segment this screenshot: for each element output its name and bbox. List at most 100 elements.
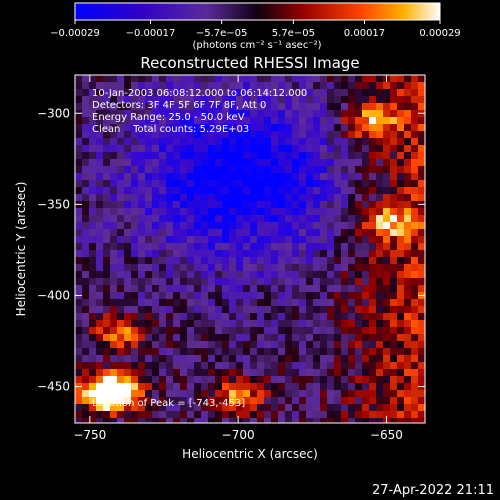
heatmap-cell: [264, 180, 272, 188]
heatmap-cell: [110, 376, 118, 384]
heatmap-cell: [313, 418, 321, 423]
heatmap-cell: [208, 187, 216, 195]
heatmap-cell: [145, 243, 153, 251]
heatmap-cell: [327, 411, 335, 419]
heatmap-cell: [180, 138, 188, 146]
heatmap-cell: [131, 348, 139, 356]
heatmap-cell: [215, 299, 223, 307]
heatmap-cell: [138, 173, 146, 181]
heatmap-cell: [397, 383, 405, 391]
heatmap-cell: [418, 299, 425, 307]
heatmap-cell: [180, 390, 188, 398]
heatmap-cell: [334, 180, 342, 188]
colorbar-tick-label: 5.7e−05: [272, 28, 315, 39]
heatmap-cell: [278, 215, 286, 223]
heatmap-cell: [348, 194, 356, 202]
heatmap-cell: [376, 404, 384, 412]
heatmap-cell: [383, 264, 391, 272]
heatmap-cell: [299, 215, 307, 223]
heatmap-cell: [187, 208, 195, 216]
heatmap-cell: [306, 418, 314, 423]
heatmap-cell: [397, 362, 405, 370]
heatmap-cell: [334, 138, 342, 146]
heatmap-cell: [222, 166, 230, 174]
heatmap-cell: [404, 229, 412, 237]
heatmap-cell: [82, 404, 90, 412]
heatmap-cell: [180, 306, 188, 314]
heatmap-cell: [250, 180, 258, 188]
heatmap-cell: [89, 180, 97, 188]
heatmap-cell: [411, 194, 419, 202]
heatmap-cell: [138, 89, 146, 97]
heatmap-cell: [180, 124, 188, 132]
heatmap-cell: [243, 222, 251, 230]
heatmap-cell: [376, 348, 384, 356]
heatmap-cell: [355, 383, 363, 391]
heatmap-cell: [355, 390, 363, 398]
heatmap-cell: [89, 320, 97, 328]
heatmap-cell: [264, 341, 272, 349]
heatmap-cell: [369, 229, 377, 237]
heatmap-cell: [208, 208, 216, 216]
heatmap-cell: [131, 292, 139, 300]
heatmap-cell: [362, 222, 370, 230]
heatmap-cell: [124, 418, 132, 423]
heatmap-cell: [180, 348, 188, 356]
heatmap-cell: [411, 271, 419, 279]
heatmap-cell: [103, 75, 111, 83]
heatmap-cell: [145, 131, 153, 139]
heatmap-cell: [348, 327, 356, 335]
heatmap-cell: [82, 278, 90, 286]
heatmap-cell: [131, 89, 139, 97]
heatmap-cell: [411, 383, 419, 391]
heatmap-cell: [397, 145, 405, 153]
heatmap-cell: [355, 187, 363, 195]
heatmap-cell: [264, 82, 272, 90]
heatmap-cell: [229, 292, 237, 300]
heatmap-cell: [271, 215, 279, 223]
heatmap-cell: [348, 250, 356, 258]
heatmap-cell: [299, 243, 307, 251]
heatmap-cell: [341, 250, 349, 258]
heatmap-cell: [187, 96, 195, 104]
heatmap-cell: [208, 222, 216, 230]
heatmap-cell: [145, 194, 153, 202]
heatmap-cell: [278, 103, 286, 111]
heatmap-cell: [334, 327, 342, 335]
heatmap-cell: [201, 271, 209, 279]
heatmap-cell: [369, 264, 377, 272]
heatmap-cell: [222, 117, 230, 125]
heatmap-cell: [89, 103, 97, 111]
heatmap-cell: [383, 250, 391, 258]
heatmap-cell: [257, 341, 265, 349]
heatmap-cell: [117, 348, 125, 356]
y-tick-label: −400: [37, 288, 70, 302]
heatmap-cell: [229, 250, 237, 258]
annotation-energy-range: Energy Range: 25.0 - 50.0 keV: [92, 112, 245, 123]
heatmap-cell: [292, 215, 300, 223]
heatmap-cell: [278, 257, 286, 265]
heatmap-cell: [96, 390, 104, 398]
heatmap-cell: [173, 397, 181, 405]
heatmap-cell: [362, 243, 370, 251]
heatmap-cell: [334, 208, 342, 216]
heatmap-cell: [194, 173, 202, 181]
x-tick-label: −650: [370, 428, 403, 442]
heatmap-cell: [166, 383, 174, 391]
heatmap-cell: [348, 292, 356, 300]
heatmap-cell: [229, 96, 237, 104]
heatmap-cell: [285, 404, 293, 412]
heatmap-cell: [299, 96, 307, 104]
heatmap-cell: [383, 278, 391, 286]
heatmap-cell: [117, 250, 125, 258]
heatmap-cell: [194, 383, 202, 391]
heatmap-cell: [418, 208, 425, 216]
heatmap-cell: [159, 306, 167, 314]
heatmap-cell: [124, 285, 132, 293]
heatmap-cell: [404, 299, 412, 307]
heatmap-cell: [96, 418, 104, 423]
heatmap-cell: [124, 341, 132, 349]
heatmap-cell: [131, 264, 139, 272]
heatmap-cell: [320, 341, 328, 349]
heatmap-cell: [96, 299, 104, 307]
